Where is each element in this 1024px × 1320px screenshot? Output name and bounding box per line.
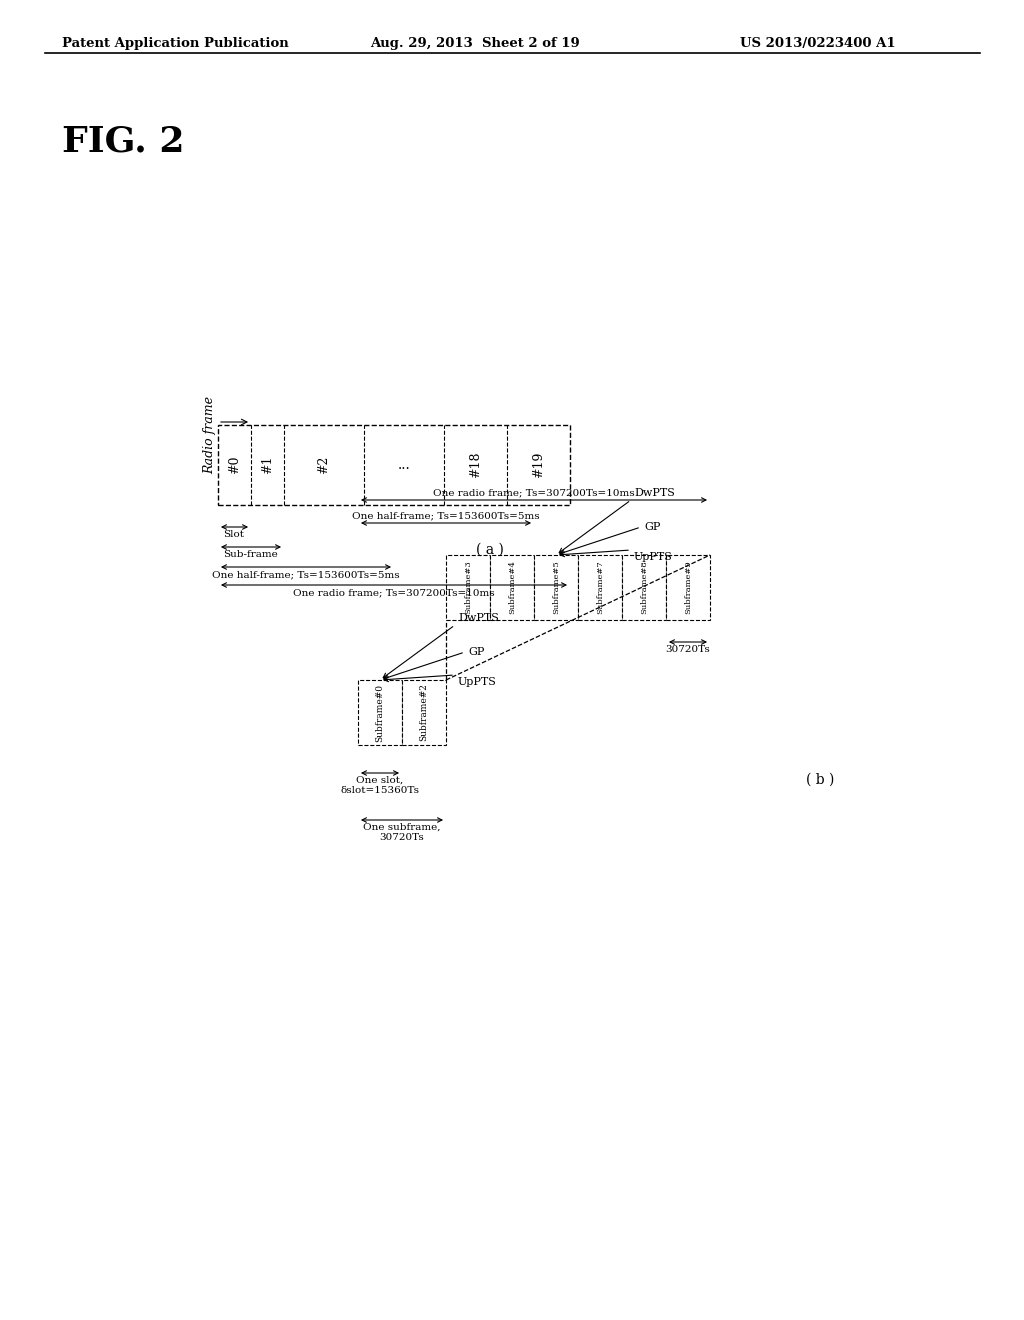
Bar bbox=[622, 554, 666, 620]
Text: 30720Ts: 30720Ts bbox=[666, 645, 711, 653]
Bar bbox=[218, 425, 570, 506]
Text: #2: #2 bbox=[317, 455, 331, 474]
Bar bbox=[578, 554, 622, 620]
Text: DwPTS: DwPTS bbox=[634, 488, 675, 498]
Text: ( b ): ( b ) bbox=[806, 774, 835, 787]
Bar bbox=[402, 680, 446, 744]
Text: US 2013/0223400 A1: US 2013/0223400 A1 bbox=[740, 37, 896, 50]
Text: ( a ): ( a ) bbox=[476, 543, 504, 557]
Text: One radio frame; Ts=307200Ts=10ms: One radio frame; Ts=307200Ts=10ms bbox=[293, 587, 495, 597]
Bar bbox=[534, 554, 578, 620]
Bar bbox=[358, 680, 402, 744]
Text: DwPTS: DwPTS bbox=[458, 612, 499, 623]
Text: #1: #1 bbox=[261, 455, 274, 474]
Text: UpPTS: UpPTS bbox=[634, 552, 673, 562]
Text: Sub-frame: Sub-frame bbox=[223, 550, 279, 558]
Text: One slot,
δslot=15360Ts: One slot, δslot=15360Ts bbox=[341, 776, 420, 796]
Text: ...: ... bbox=[397, 458, 411, 473]
Text: One radio frame; Ts=307200Ts=10ms: One radio frame; Ts=307200Ts=10ms bbox=[433, 488, 635, 498]
Bar bbox=[446, 554, 490, 620]
Text: Patent Application Publication: Patent Application Publication bbox=[62, 37, 289, 50]
Text: FIG. 2: FIG. 2 bbox=[62, 125, 184, 158]
Text: Subframe#0: Subframe#0 bbox=[376, 684, 384, 742]
Text: Aug. 29, 2013  Sheet 2 of 19: Aug. 29, 2013 Sheet 2 of 19 bbox=[370, 37, 580, 50]
Text: One subframe,
30720Ts: One subframe, 30720Ts bbox=[364, 822, 440, 842]
Text: GP: GP bbox=[644, 521, 660, 532]
Text: Subframe#4: Subframe#4 bbox=[508, 561, 516, 614]
Bar bbox=[666, 554, 710, 620]
Text: Subframe#7: Subframe#7 bbox=[596, 561, 604, 614]
Text: #18: #18 bbox=[469, 451, 482, 478]
Text: Subframe#9: Subframe#9 bbox=[684, 561, 692, 614]
Text: UpPTS: UpPTS bbox=[458, 677, 497, 686]
Text: Slot: Slot bbox=[223, 531, 245, 539]
Text: One half-frame; Ts=153600Ts=5ms: One half-frame; Ts=153600Ts=5ms bbox=[212, 570, 399, 579]
Text: #19: #19 bbox=[532, 451, 545, 478]
Text: Subframe#5: Subframe#5 bbox=[552, 561, 560, 614]
Text: Subframe#2: Subframe#2 bbox=[420, 684, 428, 742]
Text: One half-frame; Ts=153600Ts=5ms: One half-frame; Ts=153600Ts=5ms bbox=[352, 511, 540, 520]
Text: GP: GP bbox=[468, 647, 484, 657]
Text: Subframe#3: Subframe#3 bbox=[464, 561, 472, 614]
Text: Radio frame: Radio frame bbox=[204, 396, 216, 474]
Bar bbox=[490, 554, 534, 620]
Text: Subframe#8: Subframe#8 bbox=[640, 561, 648, 614]
Text: #0: #0 bbox=[228, 455, 241, 474]
